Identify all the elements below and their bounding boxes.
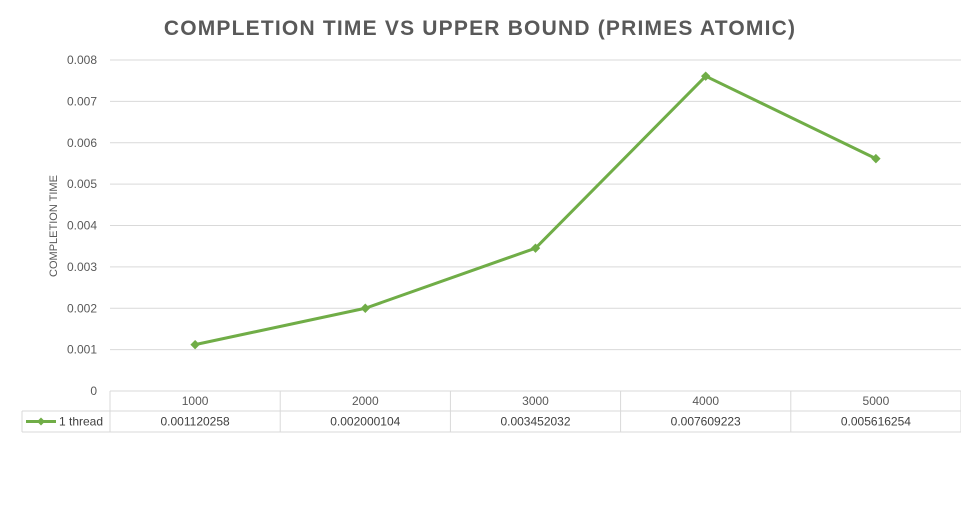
data-table-values: 0.001120258 0.002000104 0.003452032 0.00760…: [161, 415, 912, 429]
y-tick-label: 0.006: [67, 136, 97, 150]
table-value-cell: 0.005616254: [841, 415, 911, 429]
y-tick-label: 0.001: [67, 343, 97, 357]
x-axis-ticks: 1000 2000 3000 4000 5000: [182, 394, 890, 408]
y-axis-title: COMPLETION TIME: [48, 175, 60, 277]
y-tick-label: 0.008: [67, 53, 97, 67]
table-value-cell: 0.001120258: [161, 415, 231, 429]
y-tick-label: 0.002: [67, 301, 97, 315]
x-tick-label: 4000: [692, 394, 719, 408]
x-tick-label: 3000: [522, 394, 549, 408]
y-tick-label: 0: [90, 384, 97, 398]
x-tick-label: 1000: [182, 394, 209, 408]
series-line: [193, 74, 878, 347]
y-tick-label: 0.007: [67, 94, 97, 108]
data-point-marker: [700, 71, 711, 81]
x-tick-label: 5000: [863, 394, 890, 408]
y-axis-ticks: 0 0.001 0.002 0.003 0.004 0.005 0.006 0.007 0.00…: [67, 53, 97, 398]
gridlines: [110, 59, 961, 351]
series-group: [190, 71, 881, 350]
table-value-cell: 0.002000104: [330, 415, 400, 429]
data-table-grid: [21, 390, 961, 433]
data-point-marker: [871, 153, 881, 164]
y-tick-label: 0.003: [67, 260, 97, 274]
table-value-cell: 0.003452032: [500, 415, 570, 429]
chart-title: COMPLETION TIME VS UPPER BOUND (PRIMES A…: [164, 17, 796, 40]
legend-series-name: 1 thread: [59, 415, 103, 429]
legend-marker-icon: [37, 417, 45, 426]
y-tick-label: 0.005: [67, 177, 97, 191]
data-point-marker: [530, 243, 541, 253]
y-tick-label: 0.004: [67, 219, 97, 233]
table-value-cell: 0.007609223: [671, 415, 741, 429]
data-point-marker: [360, 303, 371, 313]
x-tick-label: 2000: [352, 394, 379, 408]
data-point-marker: [190, 339, 200, 350]
legend-key: 1 thread: [26, 415, 103, 429]
